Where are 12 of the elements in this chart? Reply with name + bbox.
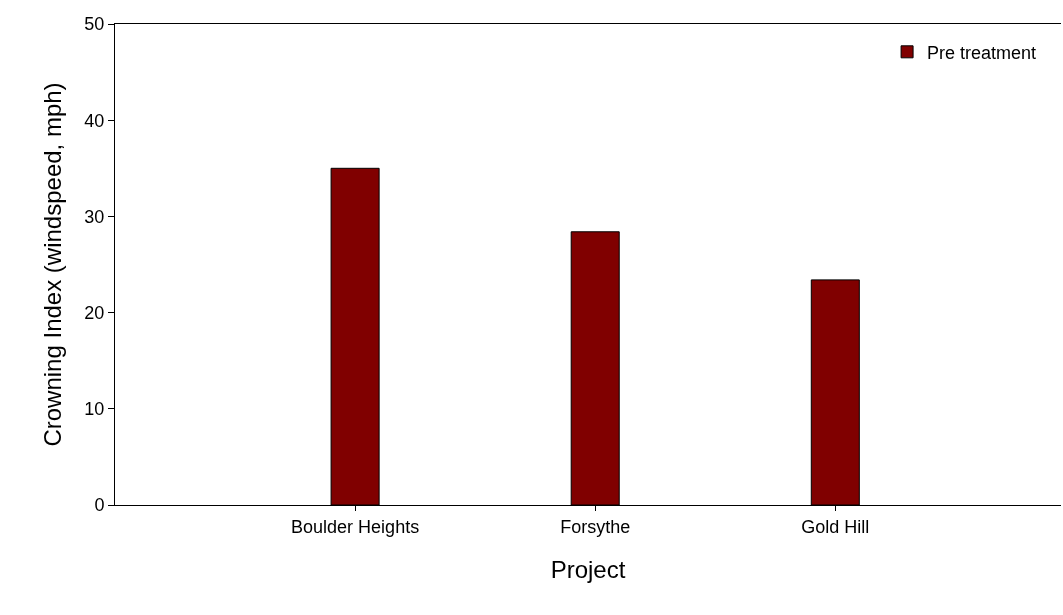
y-tick-label: 10 xyxy=(84,399,105,420)
y-tick-label: 50 xyxy=(84,14,105,35)
x-axis-title: Project xyxy=(550,555,626,583)
y-tick-label: 40 xyxy=(84,110,105,131)
legend-label: Pre treatment xyxy=(927,42,1037,63)
y-tick-label: 20 xyxy=(84,302,105,323)
x-tick-label: Forsythe xyxy=(560,516,631,537)
x-tick-label: Gold Hill xyxy=(801,516,870,537)
x-tick-label: Boulder Heights xyxy=(291,516,420,537)
y-axis-title: Crowning Index (windspeed, mph) xyxy=(39,82,67,447)
y-tick-label: 0 xyxy=(94,495,105,516)
y-tick-label: 30 xyxy=(84,206,105,227)
